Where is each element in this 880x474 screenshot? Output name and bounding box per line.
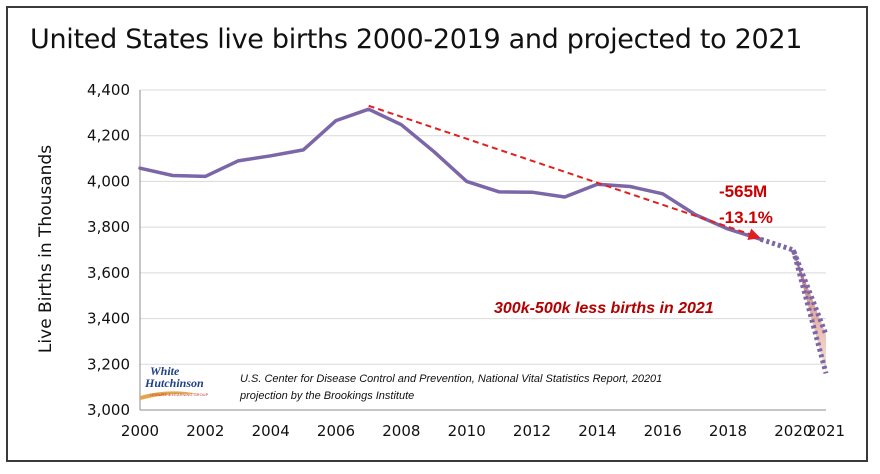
x-tick-label: 2000: [121, 422, 159, 440]
logo-line-2: Hutchinson: [144, 376, 204, 390]
x-tick-label: 2008: [382, 422, 420, 440]
x-tick-label: 2010: [448, 422, 486, 440]
series-line-projection: [790, 249, 829, 375]
series-line-actual: [138, 107, 763, 242]
chart-title: United States live births 2000-2019 and …: [30, 24, 803, 55]
axes: [139, 90, 826, 411]
y-axis-label: Live Births in Thousands: [36, 145, 56, 353]
x-tick-label: 2016: [644, 422, 682, 440]
y-tick-label: 3,200: [87, 355, 130, 373]
logo-line-3: LEISURE & LEARNING GROUP: [150, 392, 209, 397]
trend-arrowhead: [747, 228, 761, 240]
y-tick-label: 4,400: [87, 81, 130, 99]
projection-note: 300k-500k less births in 2021: [494, 300, 714, 317]
y-tick-label: 4,000: [87, 172, 130, 190]
source-line-2: projection by the Brookings Institute: [239, 390, 414, 402]
y-tick-label: 3,600: [87, 264, 130, 282]
logo-swoosh: [140, 391, 198, 400]
gridlines: [140, 89, 826, 365]
y-tick-label: 3,000: [87, 401, 130, 419]
y-tick-label: 3,400: [87, 310, 130, 328]
x-tick-label: 2004: [252, 422, 290, 440]
x-tick-label: 2002: [186, 422, 224, 440]
x-tick-label: 2006: [317, 422, 355, 440]
decline-absolute-label: -565M: [719, 182, 767, 201]
y-tick-label: 3,800: [87, 218, 130, 236]
chart-frame: [6, 6, 868, 462]
x-tick-label: 2018: [709, 422, 747, 440]
x-tick-label: 2012: [513, 422, 551, 440]
y-tick-label: 4,200: [87, 127, 130, 145]
x-tick-label: 2014: [578, 422, 616, 440]
source-line-1: U.S. Center for Disease Control and Prev…: [240, 373, 662, 385]
decline-percent-label: -13.1%: [719, 208, 773, 227]
y-tick-labels: 3,000 3,200 3,400 3,600 3,800 4,000 4,200 4,400: [87, 81, 130, 419]
x-tick-label: 2021: [807, 422, 845, 440]
series-lines: [138, 107, 829, 375]
trend-arrow: [368, 104, 761, 240]
brand-logo: White Hutchinson LEISURE & LEARNING GROU…: [140, 364, 209, 400]
logo-line-1: White: [150, 364, 180, 378]
trend-line: [368, 104, 753, 237]
x-tick-label: 2020: [774, 422, 812, 440]
x-tick-labels: 2000 2002 2004 2006 2008 2010 2012 2014 2016 2018…: [121, 422, 845, 440]
